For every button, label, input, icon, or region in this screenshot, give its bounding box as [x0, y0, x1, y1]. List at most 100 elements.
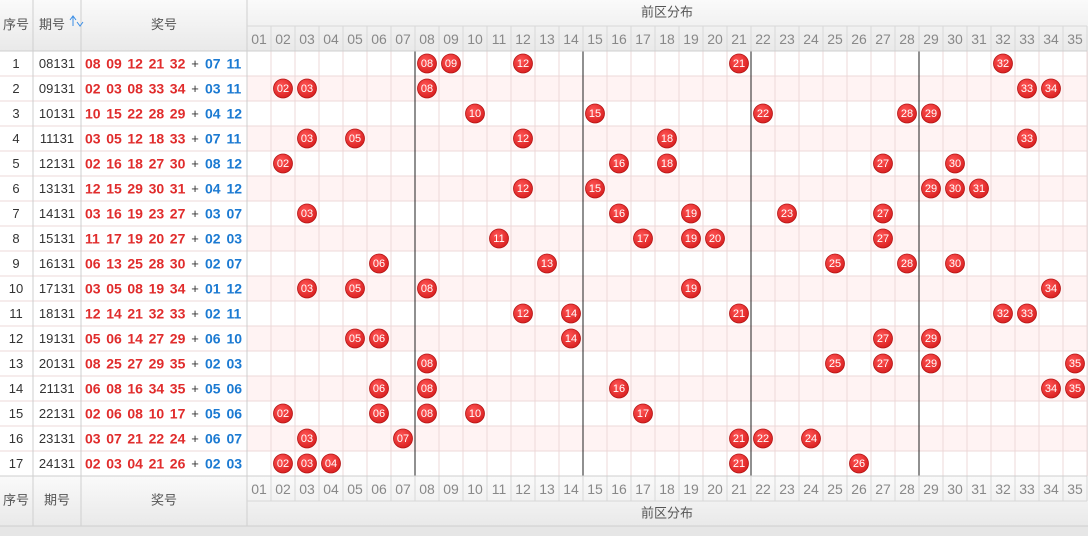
front-number: 28: [149, 106, 165, 122]
issue-header[interactable]: 期号: [39, 18, 65, 33]
ball-number: 02: [277, 408, 289, 420]
ball: [369, 253, 389, 274]
back-number: 03: [205, 81, 221, 97]
column-number: 33: [1019, 481, 1035, 497]
ball: [297, 278, 317, 299]
front-number: 02: [85, 156, 101, 172]
front-number: 08: [127, 81, 143, 97]
column-number: 13: [539, 481, 555, 497]
column-number: 17: [635, 31, 651, 47]
ball: [921, 353, 941, 374]
ball-number: 12: [517, 308, 529, 320]
front-number: 31: [170, 181, 186, 197]
ball: [729, 453, 749, 474]
column-number: 19: [683, 481, 699, 497]
column-number: 30: [947, 481, 963, 497]
back-number: 11: [227, 306, 242, 322]
row-bg: [0, 76, 247, 101]
ball: [297, 428, 317, 449]
front-number: 33: [149, 81, 165, 97]
column-number: 16: [611, 31, 627, 47]
ball-number: 34: [1045, 283, 1057, 295]
column-number: 05: [347, 481, 363, 497]
ball: [969, 178, 989, 199]
front-number: 29: [127, 181, 143, 197]
ball-number: 22: [757, 108, 769, 120]
front-number: 02: [85, 81, 101, 97]
ball-number: 09: [445, 58, 457, 70]
ball-number: 07: [397, 433, 409, 445]
ball-number: 03: [301, 208, 313, 220]
ball: [273, 453, 293, 474]
column-number: 13: [539, 31, 555, 47]
issue: 08131: [39, 56, 75, 71]
back-number: 06: [227, 381, 243, 397]
issue: 12131: [39, 156, 75, 171]
ball-number: 19: [685, 283, 697, 295]
ball: [417, 353, 437, 374]
ball: [777, 203, 797, 224]
front-number: 06: [106, 331, 122, 347]
ball-number: 31: [973, 183, 985, 195]
ball: [681, 278, 701, 299]
front-number: 08: [127, 281, 143, 297]
ball-number: 04: [325, 458, 337, 470]
ball: [609, 153, 629, 174]
ball-number: 08: [421, 358, 433, 370]
back-number: 10: [227, 331, 243, 347]
front-number: 16: [106, 206, 122, 222]
ball: [345, 328, 365, 349]
ball: [609, 203, 629, 224]
front-number: 27: [149, 156, 165, 172]
ball-number: 33: [1021, 83, 1033, 95]
column-number: 17: [635, 481, 651, 497]
front-number: 21: [149, 456, 165, 472]
ball: [321, 453, 341, 474]
ball: [561, 328, 581, 349]
ball-number: 21: [733, 58, 745, 70]
front-number: 06: [106, 406, 122, 422]
column-number: 32: [995, 481, 1011, 497]
front-number: 34: [170, 281, 186, 297]
ball-number: 16: [613, 158, 625, 170]
row-index: 4: [12, 131, 19, 146]
front-number: 15: [106, 106, 122, 122]
ball-number: 06: [373, 333, 385, 345]
back-number: 06: [205, 431, 221, 447]
row-index: 13: [9, 356, 23, 371]
front-number: 14: [127, 331, 143, 347]
ball: [297, 128, 317, 149]
front-number: 06: [85, 381, 101, 397]
row-bg: [247, 276, 1087, 301]
front-number: 13: [106, 256, 122, 272]
issue: 24131: [39, 456, 75, 471]
ball: [897, 253, 917, 274]
front-number: 15: [106, 181, 122, 197]
zone-header: 前区分布: [641, 506, 693, 522]
numbers-header: 奖号: [151, 18, 177, 33]
front-number: 12: [127, 56, 143, 72]
ball: [513, 128, 533, 149]
front-number: 21: [127, 431, 143, 447]
back-number: 07: [205, 56, 221, 72]
column-number: 31: [971, 481, 987, 497]
issue: 11131: [40, 131, 74, 146]
ball-number: 10: [469, 108, 481, 120]
column-number: 24: [803, 481, 819, 497]
column-number: 12: [515, 31, 531, 47]
ball: [921, 178, 941, 199]
back-number: 11: [227, 56, 242, 72]
row-bg: [0, 401, 247, 426]
separator: +: [191, 131, 199, 146]
ball: [1017, 128, 1037, 149]
ball: [1017, 78, 1037, 99]
column-number: 23: [779, 31, 795, 47]
front-number: 25: [127, 256, 143, 272]
separator: +: [191, 181, 199, 196]
separator: +: [191, 306, 199, 321]
ball-number: 24: [805, 433, 817, 445]
column-number: 04: [323, 481, 339, 497]
front-number: 03: [85, 281, 101, 297]
ball-number: 03: [301, 458, 313, 470]
row-index: 10: [9, 281, 23, 296]
